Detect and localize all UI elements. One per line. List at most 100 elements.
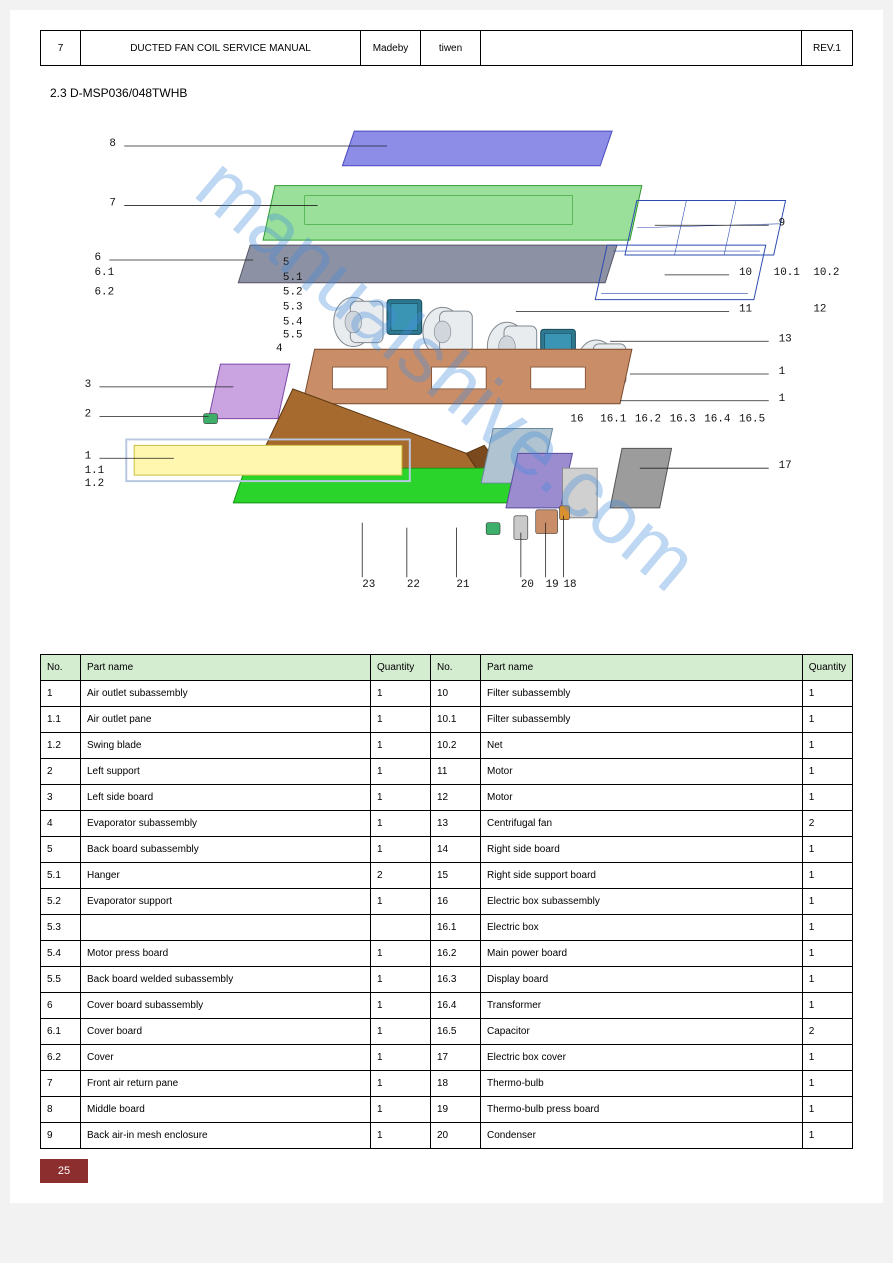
- table-cell: 1: [802, 1071, 852, 1097]
- table-cell: 4: [41, 811, 81, 837]
- table-header-cell: Quantity: [802, 655, 852, 681]
- table-cell: 1: [371, 1071, 431, 1097]
- table-cell: 1: [802, 941, 852, 967]
- table-row: 7Front air return pane118Thermo-bulb1: [41, 1071, 853, 1097]
- table-cell: 1: [802, 1097, 852, 1123]
- section-title: 2.3 D-MSP036/048TWHB: [50, 86, 853, 100]
- table-cell: 1: [802, 993, 852, 1019]
- table-cell: 8: [41, 1097, 81, 1123]
- table-cell: 1: [371, 941, 431, 967]
- exploded-diagram: 8766.16.255.15.25.35.45.543211.11.291010…: [40, 104, 853, 644]
- table-cell: Thermo-bulb press board: [481, 1097, 803, 1123]
- table-cell: 1: [371, 733, 431, 759]
- table-row: 5.1Hanger215Right side support board1: [41, 863, 853, 889]
- table-row: 6Cover board subassembly116.4Transformer…: [41, 993, 853, 1019]
- table-cell: 6: [41, 993, 81, 1019]
- table-cell: 17: [431, 1045, 481, 1071]
- table-cell: Cover: [81, 1045, 371, 1071]
- svg-text:1: 1: [779, 366, 786, 378]
- table-cell: Evaporator support: [81, 889, 371, 915]
- table-cell: [371, 915, 431, 941]
- svg-text:3: 3: [85, 379, 92, 391]
- table-cell: 1: [371, 1123, 431, 1149]
- table-row: 1Air outlet subassembly110Filter subasse…: [41, 681, 853, 707]
- table-cell: 1: [371, 1097, 431, 1123]
- header-table: 7 DUCTED FAN COIL SERVICE MANUAL Madeby …: [40, 30, 853, 66]
- svg-text:16.5: 16.5: [739, 414, 765, 426]
- table-cell: 14: [431, 837, 481, 863]
- table-cell: 1: [802, 759, 852, 785]
- svg-text:18: 18: [563, 579, 576, 591]
- table-cell: 10: [431, 681, 481, 707]
- svg-text:9: 9: [779, 217, 786, 229]
- table-cell: Front air return pane: [81, 1071, 371, 1097]
- table-header-cell: No.: [431, 655, 481, 681]
- table-cell: 1: [371, 1019, 431, 1045]
- table-cell: Motor press board: [81, 941, 371, 967]
- table-cell: 16: [431, 889, 481, 915]
- table-cell: Left side board: [81, 785, 371, 811]
- table-cell: 11: [431, 759, 481, 785]
- table-cell: Left support: [81, 759, 371, 785]
- table-cell: 2: [802, 811, 852, 837]
- table-row: 3Left side board112Motor1: [41, 785, 853, 811]
- table-cell: 1: [41, 681, 81, 707]
- table-cell: 7: [41, 1071, 81, 1097]
- table-cell: 6.1: [41, 1019, 81, 1045]
- table-cell: 1: [371, 785, 431, 811]
- table-cell: 10.2: [431, 733, 481, 759]
- header-cell-2: DUCTED FAN COIL SERVICE MANUAL: [81, 31, 361, 65]
- table-cell: 16.2: [431, 941, 481, 967]
- svg-text:5.4: 5.4: [283, 316, 303, 328]
- svg-text:10.1: 10.1: [774, 267, 801, 279]
- table-body: 1Air outlet subassembly110Filter subasse…: [41, 681, 853, 1149]
- table-cell: 1: [802, 1123, 852, 1149]
- table-cell: 2: [41, 759, 81, 785]
- table-cell: 1: [802, 785, 852, 811]
- svg-text:5: 5: [283, 257, 290, 269]
- table-row: 5.5Back board welded subassembly116.3Dis…: [41, 967, 853, 993]
- table-cell: Right side board: [481, 837, 803, 863]
- table-cell: Evaporator subassembly: [81, 811, 371, 837]
- svg-text:17: 17: [779, 460, 792, 472]
- table-row: 8Middle board119Thermo-bulb press board1: [41, 1097, 853, 1123]
- table-row: 1.1Air outlet pane110.1Filter subassembl…: [41, 707, 853, 733]
- table-cell: 16.3: [431, 967, 481, 993]
- table-cell: 5: [41, 837, 81, 863]
- svg-text:16.1: 16.1: [600, 414, 627, 426]
- header-cell-5: [481, 31, 802, 65]
- table-cell: 1: [802, 915, 852, 941]
- table-cell: 1: [371, 837, 431, 863]
- table-cell: 1: [371, 889, 431, 915]
- table-cell: Centrifugal fan: [481, 811, 803, 837]
- table-cell: 16.4: [431, 993, 481, 1019]
- table-cell: 1: [371, 681, 431, 707]
- svg-text:1: 1: [779, 393, 786, 405]
- table-cell: Swing blade: [81, 733, 371, 759]
- svg-text:19: 19: [546, 579, 559, 591]
- svg-text:8: 8: [109, 138, 116, 150]
- table-header-cell: No.: [41, 655, 81, 681]
- table-header-cell: Part name: [81, 655, 371, 681]
- table-cell: 16.5: [431, 1019, 481, 1045]
- table-row: 1.2Swing blade110.2Net1: [41, 733, 853, 759]
- svg-text:10: 10: [739, 267, 752, 279]
- table-cell: Cover board subassembly: [81, 993, 371, 1019]
- table-cell: Back board subassembly: [81, 837, 371, 863]
- table-cell: 1: [371, 1045, 431, 1071]
- table-cell: 1: [371, 811, 431, 837]
- svg-text:20: 20: [521, 579, 534, 591]
- table-cell: 5.5: [41, 967, 81, 993]
- table-cell: 20: [431, 1123, 481, 1149]
- table-cell: 1: [371, 993, 431, 1019]
- table-cell: Electric box: [481, 915, 803, 941]
- table-row: 5Back board subassembly114Right side boa…: [41, 837, 853, 863]
- table-cell: Main power board: [481, 941, 803, 967]
- table-cell: 15: [431, 863, 481, 889]
- svg-text:6.1: 6.1: [95, 267, 115, 279]
- table-cell: Condenser: [481, 1123, 803, 1149]
- table-cell: 1.1: [41, 707, 81, 733]
- svg-text:6.2: 6.2: [95, 287, 115, 299]
- table-cell: 1: [802, 1045, 852, 1071]
- svg-text:7: 7: [109, 197, 116, 209]
